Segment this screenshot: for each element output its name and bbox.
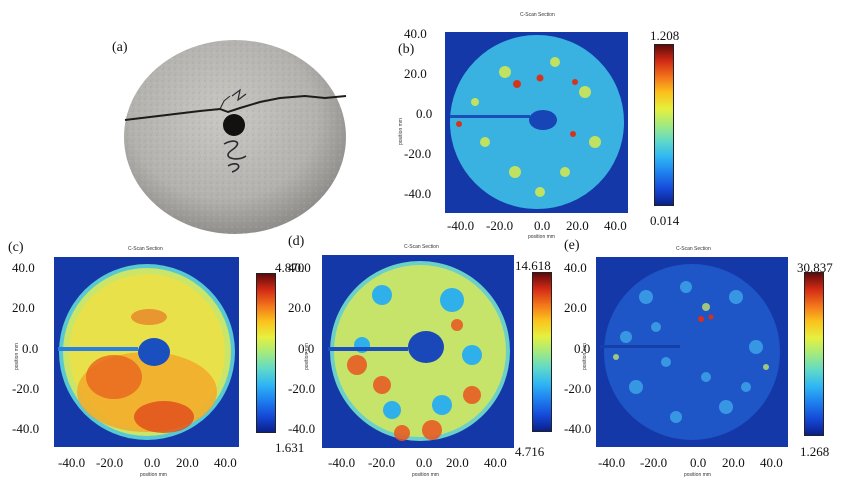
panel-d-cbar-max: 14.618 — [515, 258, 551, 273]
panel-c-label: (c) — [8, 240, 24, 255]
panel-c-ytick: -20.0 — [12, 381, 40, 396]
panel-e-ytick: -20.0 — [564, 381, 592, 396]
panel-e-ytick: 20.0 — [564, 300, 587, 315]
panel-e-ytick: -40.0 — [564, 421, 592, 436]
panel-d-ytick: 0.0 — [298, 341, 315, 356]
panel-b-ytick: -20.0 — [404, 146, 432, 161]
panel-c-ytick: 20.0 — [12, 300, 35, 315]
panel-b-ytick: 0.0 — [416, 106, 433, 121]
panel-e-ytick: 0.0 — [574, 341, 591, 356]
panel-c-title: C-Scan Section — [128, 246, 163, 252]
concrete-specimen-photo — [124, 40, 347, 234]
panel-c-ytick: 40.0 — [12, 260, 35, 275]
panel-d-ytick: 20.0 — [288, 300, 311, 315]
panel-c-cbar-min: 1.631 — [275, 440, 305, 455]
panel-e-cbar-min: 1.268 — [800, 444, 830, 459]
panel-e-colorbar — [804, 272, 824, 436]
panel-b-xlabel: position mm — [528, 234, 555, 240]
panel-d-ytick: -40.0 — [288, 421, 316, 436]
panel-b-ytick: 20.0 — [404, 66, 427, 81]
panel-e-label: (e) — [564, 238, 580, 253]
panel-c-xtick: 20.0 — [176, 455, 199, 470]
panel-e-xtick: -20.0 — [640, 455, 668, 470]
panel-d-xtick: 0.0 — [416, 455, 433, 470]
panel-c-ylabel: position mm — [14, 343, 20, 370]
panel-c-xtick: -20.0 — [96, 455, 124, 470]
panel-b-xtick: -40.0 — [447, 218, 475, 233]
panel-e-cbar-max: 30.837 — [797, 260, 833, 275]
panel-d-xlabel: position mm — [412, 472, 439, 478]
panel-d-colorbar — [532, 272, 552, 432]
panel-e-cscan-image — [596, 257, 788, 447]
panel-e-title: C-Scan Section — [676, 246, 711, 252]
panel-c-xtick: -40.0 — [58, 455, 86, 470]
panel-c-cbar-max: 4.870 — [275, 260, 305, 275]
panel-e-xtick: 40.0 — [760, 455, 783, 470]
panel-e-xtick: 0.0 — [690, 455, 707, 470]
panel-a-label: (a) — [112, 40, 128, 55]
panel-c-ytick: -40.0 — [12, 421, 40, 436]
panel-b-colorbar — [654, 44, 674, 206]
panel-b-xtick: 0.0 — [534, 218, 551, 233]
panel-b-xtick: -20.0 — [486, 218, 514, 233]
panel-b-xtick: 40.0 — [604, 218, 627, 233]
panel-e-xtick: -40.0 — [598, 455, 626, 470]
panel-b-cbar-max: 1.208 — [650, 28, 680, 43]
panel-d-xtick: 20.0 — [446, 455, 469, 470]
panel-b-cscan-image — [445, 32, 628, 213]
panel-b-label: (b) — [398, 42, 415, 57]
panel-d-xtick: -20.0 — [368, 455, 396, 470]
panel-c-xtick: 40.0 — [214, 455, 237, 470]
panel-e-xtick: 20.0 — [722, 455, 745, 470]
panel-b-ylabel: position mm — [398, 118, 404, 145]
panel-b-ytick: -40.0 — [404, 186, 432, 201]
panel-d-title: C-Scan Section — [404, 244, 439, 250]
panel-b-cbar-min: 0.014 — [650, 213, 680, 228]
panel-c-xtick: 0.0 — [144, 455, 161, 470]
panel-b-ytick: 40.0 — [404, 26, 427, 41]
panel-c-cscan-image — [54, 257, 239, 447]
panel-b-xtick: 20.0 — [566, 218, 589, 233]
panel-b-title: C-Scan Section — [520, 12, 555, 18]
panel-c-ytick: 0.0 — [22, 341, 39, 356]
panel-e-xlabel: position mm — [684, 472, 711, 478]
panel-d-xtick: 40.0 — [484, 455, 507, 470]
panel-d-label: (d) — [288, 234, 305, 249]
panel-d-ytick: -20.0 — [288, 381, 316, 396]
panel-d-cscan-image — [322, 255, 514, 448]
panel-c-colorbar — [256, 273, 276, 433]
panel-c-xlabel: position mm — [140, 472, 167, 478]
panel-e-ytick: 40.0 — [564, 260, 587, 275]
panel-d-cbar-min: 4.716 — [515, 444, 545, 459]
panel-d-xtick: -40.0 — [328, 455, 356, 470]
panel-d-ytick: 40.0 — [288, 260, 311, 275]
